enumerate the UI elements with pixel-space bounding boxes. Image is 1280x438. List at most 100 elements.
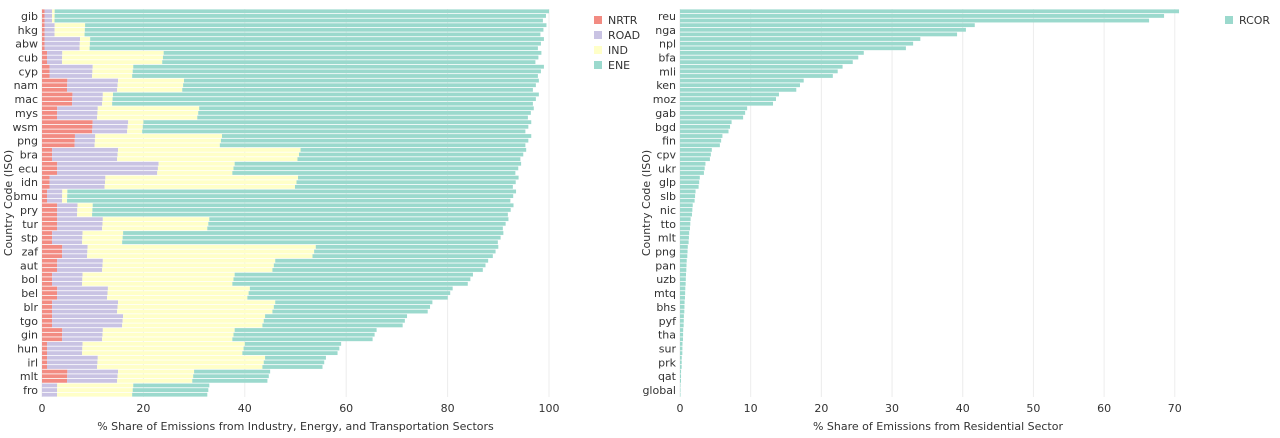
- left-bar-nrtr: [42, 309, 53, 314]
- left-bar-ind: [102, 217, 210, 222]
- right-y-tick-label: glp: [659, 176, 676, 189]
- left-y-tick-label: abw: [15, 38, 38, 51]
- left-bar-nrtr: [42, 208, 58, 212]
- left-bar-ene: [232, 281, 468, 286]
- left-bar-nrtr: [42, 189, 48, 194]
- right-x-tick-label: 20: [814, 402, 828, 415]
- left-bar-ind: [79, 41, 90, 46]
- right-bar-rcor: [680, 161, 706, 166]
- left-bar-ene: [122, 235, 501, 240]
- left-bar-road: [57, 208, 78, 212]
- left-bar-road: [47, 60, 63, 65]
- left-bar-ind: [82, 346, 244, 351]
- left-bar-nrtr: [42, 157, 53, 162]
- right-bar-rcor: [680, 83, 800, 88]
- left-bar-ene: [183, 78, 539, 83]
- left-y-tick-label: cub: [18, 52, 38, 65]
- left-bar-ind: [117, 83, 184, 88]
- right-x-tick-label: 70: [1168, 402, 1182, 415]
- left-y-tick-label: gib: [21, 10, 38, 23]
- left-bar-nrtr: [42, 300, 53, 305]
- left-bar-road: [74, 143, 95, 148]
- left-bar-ene: [54, 18, 543, 23]
- right-bar-rcor: [680, 78, 804, 83]
- left-bar-nrtr: [42, 318, 53, 323]
- left-bar-nrtr: [42, 18, 45, 23]
- left-bar-nrtr: [42, 74, 50, 78]
- right-bar-rcor: [680, 212, 692, 217]
- left-legend-swatch: [594, 61, 602, 69]
- left-y-tick-label: aut: [20, 259, 39, 272]
- right-y-tick-label: reu: [658, 10, 676, 23]
- left-bar-road: [44, 18, 53, 23]
- right-bar-rcor: [680, 203, 693, 208]
- left-bar-road: [52, 272, 83, 277]
- left-legend-swatch: [594, 31, 602, 39]
- left-y-tick-label: irl: [27, 356, 38, 369]
- right-y-tick-label: fin: [662, 135, 676, 148]
- left-bar-ind: [92, 69, 133, 74]
- left-bar-road: [44, 46, 80, 51]
- left-bar-nrtr: [42, 78, 68, 83]
- left-bar-ene: [294, 184, 513, 189]
- left-bar-ene: [263, 360, 325, 365]
- left-bar-ind: [62, 194, 68, 198]
- left-bar-nrtr: [42, 101, 73, 106]
- right-bar-rcor: [680, 337, 683, 342]
- left-bar-road: [47, 341, 83, 346]
- left-bar-nrtr: [42, 281, 53, 286]
- left-bar-road: [47, 189, 63, 194]
- right-bar-rcor: [680, 240, 689, 245]
- left-bar-road: [62, 244, 88, 249]
- left-x-axis-title: % Share of Emissions from Industry, Ener…: [97, 420, 494, 433]
- left-bar-ene: [234, 161, 522, 166]
- left-bar-ene: [192, 378, 268, 383]
- right-y-tick-label: gab: [655, 107, 676, 120]
- right-bar-rcor: [680, 281, 686, 286]
- left-bar-ind: [97, 360, 264, 365]
- left-bar-road: [74, 138, 95, 143]
- left-bar-ind: [107, 286, 250, 291]
- left-bar-ind: [118, 147, 301, 152]
- left-bar-road: [47, 50, 63, 55]
- left-x-tick-label: 80: [441, 402, 455, 415]
- right-bar-rcor: [680, 106, 748, 111]
- left-bar-nrtr: [42, 217, 58, 222]
- left-bar-ene: [262, 365, 323, 369]
- right-bar-rcor: [680, 355, 682, 360]
- left-y-tick-label: zaf: [22, 246, 40, 259]
- right-bar-rcor: [680, 194, 696, 198]
- left-bar-road: [92, 124, 128, 129]
- left-bar-ind: [87, 249, 315, 254]
- left-bar-nrtr: [42, 23, 45, 28]
- left-bar-nrtr: [42, 328, 63, 332]
- left-bar-nrtr: [42, 369, 68, 374]
- right-y-tick-label: png: [655, 246, 676, 259]
- left-bar-ene: [92, 208, 511, 212]
- left-bar-nrtr: [42, 374, 68, 379]
- left-bar-road: [92, 129, 128, 134]
- left-bar-ind: [57, 388, 133, 392]
- right-bar-rcor: [680, 138, 722, 143]
- right-bar-rcor: [680, 37, 921, 41]
- left-x-tick-label: 60: [339, 402, 353, 415]
- right-bar-rcor: [680, 318, 684, 323]
- left-bar-ind: [57, 383, 134, 388]
- left-bar-ene: [198, 111, 531, 115]
- right-bar-rcor: [680, 41, 914, 46]
- left-bar-road: [57, 212, 78, 217]
- left-bar-ind: [95, 134, 222, 138]
- left-bar-ind: [122, 318, 264, 323]
- left-bar-ind: [62, 60, 163, 65]
- left-bar-ene: [244, 341, 342, 346]
- right-y-tick-label: nic: [660, 204, 676, 217]
- left-bar-nrtr: [42, 286, 58, 291]
- left-bar-ene: [275, 300, 433, 305]
- left-bar-road: [57, 166, 158, 171]
- left-bar-ind: [107, 291, 249, 295]
- left-bar-ind: [118, 300, 276, 305]
- right-y-tick-label: bgd: [655, 121, 676, 134]
- left-bar-ene: [112, 101, 533, 106]
- left-bar-nrtr: [42, 9, 45, 14]
- left-bar-ind: [57, 392, 133, 397]
